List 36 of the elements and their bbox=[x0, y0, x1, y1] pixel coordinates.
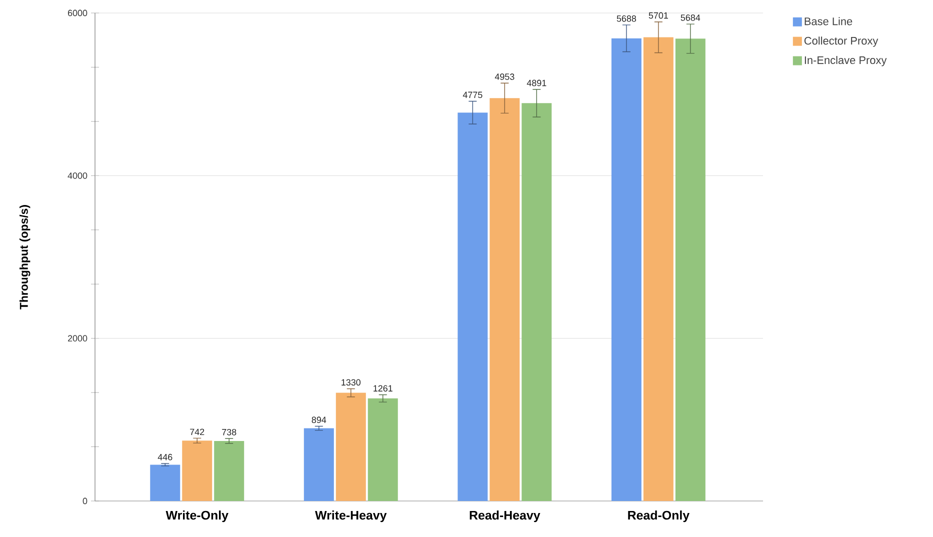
bar bbox=[214, 440, 244, 501]
data-label: 738 bbox=[222, 428, 236, 436]
data-label: 894 bbox=[312, 416, 326, 424]
legend-label: In-Enclave Proxy bbox=[804, 56, 887, 66]
data-label: 446 bbox=[158, 454, 172, 460]
bar bbox=[336, 392, 366, 501]
data-label: 5701 bbox=[648, 12, 668, 19]
data-label: 1330 bbox=[342, 379, 361, 386]
bar bbox=[675, 38, 706, 501]
y-tick-label: 6000 bbox=[68, 10, 88, 16]
data-label: 5688 bbox=[616, 15, 636, 22]
data-label: 4775 bbox=[462, 92, 482, 98]
data-label: 1261 bbox=[374, 385, 392, 392]
x-tick-label: Write-Heavy bbox=[315, 510, 387, 522]
x-tick-label: Read-Heavy bbox=[470, 510, 540, 522]
legend-label: Collector Proxy bbox=[804, 36, 878, 47]
bar bbox=[368, 398, 398, 501]
data-label: 5684 bbox=[680, 14, 700, 21]
data-label: 4953 bbox=[494, 74, 514, 80]
bar bbox=[150, 464, 180, 501]
x-tick-label: Read-Only bbox=[628, 510, 690, 522]
bar bbox=[611, 38, 642, 501]
bar bbox=[458, 112, 488, 501]
bar bbox=[304, 428, 334, 501]
bar bbox=[490, 98, 520, 501]
y-axis-title: Throughput (ops/s) bbox=[20, 205, 30, 310]
y-tick-label: 2000 bbox=[68, 335, 88, 342]
bar bbox=[643, 37, 674, 501]
data-label: 742 bbox=[190, 428, 204, 435]
data-label: 4891 bbox=[526, 80, 546, 86]
bar bbox=[522, 103, 552, 501]
legend-label: Base Line bbox=[804, 17, 852, 26]
bar bbox=[182, 440, 212, 501]
x-tick-label: Write-Only bbox=[166, 510, 228, 522]
y-tick-label: 4000 bbox=[68, 172, 88, 179]
y-tick-label: 0 bbox=[82, 498, 88, 504]
